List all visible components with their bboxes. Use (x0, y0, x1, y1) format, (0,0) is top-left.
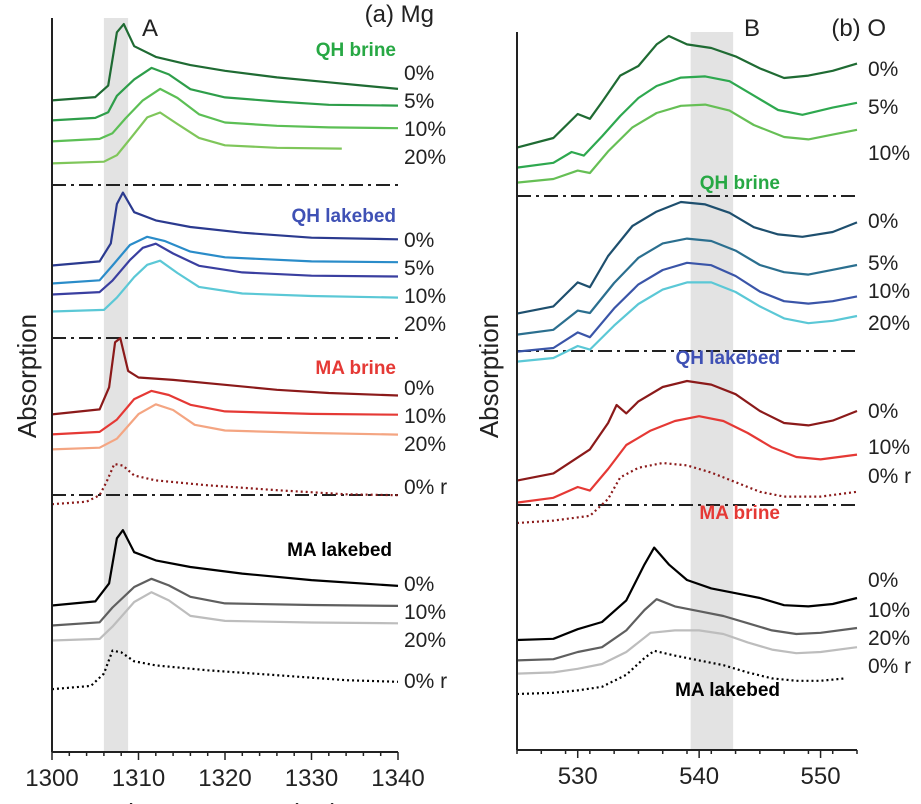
band-label: B (744, 15, 760, 42)
group-label: QH brine (700, 173, 780, 194)
spectrum-line (51, 403, 399, 451)
series-label: 0% (868, 569, 898, 592)
series-label: 5% (404, 257, 434, 280)
series-label: 0% (404, 377, 434, 400)
spectrum-line (516, 629, 858, 675)
series-label: 5% (404, 90, 434, 113)
series-label: 20% (868, 312, 910, 335)
spectrum-line (51, 242, 399, 296)
spectrum-line (516, 461, 858, 525)
series-label: 10% (404, 285, 446, 308)
x-tick-label: 1310 (112, 765, 165, 792)
series-label: 0% (404, 573, 434, 596)
spectrum-line (51, 259, 399, 313)
spectrum-line (516, 598, 858, 662)
series-label: 5% (868, 252, 898, 275)
spectrum-line (51, 462, 399, 506)
group-label: MA lakebed (675, 680, 780, 701)
group-label: QH lakebed (291, 206, 396, 227)
spectrum-line (516, 34, 858, 149)
group-label: QH lakebed (675, 348, 780, 369)
series-label: 20% (404, 629, 446, 652)
spectrum-line (51, 577, 399, 627)
series-label: 0% (404, 62, 434, 85)
group-label: MA brine (315, 358, 396, 379)
series-label: 10% (404, 601, 446, 624)
spectrum-line (51, 649, 399, 691)
series-label: 0% r (404, 476, 447, 499)
spectrum-line (51, 591, 399, 642)
x-tick-label: 550 (801, 763, 841, 790)
spectrum-line (51, 389, 399, 436)
series-label: 20% (404, 313, 446, 336)
series-label: 0% (404, 229, 434, 252)
spectrum-line (51, 191, 399, 267)
x-tick-label: 530 (558, 763, 598, 790)
panel-a-mg: 0% 5% 10% 20% QH brine 0% 5% 10% 20% QH lakebed 0%… (12, 1, 447, 804)
panel-label: (a) Mg (365, 1, 434, 28)
spectrum-line (51, 66, 399, 122)
x-tick-label: 1320 (198, 765, 251, 792)
spectrum-line (516, 200, 858, 315)
spectrum-line (516, 237, 858, 336)
series-label: 20% (404, 433, 446, 456)
x-axis-title: Photon Energy (eV) (573, 800, 801, 804)
spectrum-line (51, 111, 342, 165)
series-label: 10% (404, 405, 446, 428)
spectrum-line (51, 529, 399, 607)
series-label: 20% (404, 146, 446, 169)
series-label: 0% (868, 58, 898, 81)
spectrum-line (516, 546, 858, 642)
x-tick-label: 540 (679, 763, 719, 790)
panel-label: (b) O (831, 15, 886, 42)
y-axis-title: Absorption (12, 314, 42, 438)
spectrum-line (516, 415, 858, 504)
series-label: 10% (868, 142, 910, 165)
spectrum-line (516, 281, 858, 363)
spectrum-line (516, 75, 858, 169)
y-axis-title: Absorption (474, 314, 504, 438)
spectrum-line (51, 87, 399, 143)
x-tick-label: 1300 (25, 765, 78, 792)
series-label: 5% (868, 96, 898, 119)
band-label: A (142, 15, 158, 42)
x-tick-label: 1330 (285, 765, 338, 792)
series-label: 10% (868, 280, 910, 303)
group-label: QH brine (316, 40, 396, 61)
x-tick-label: 1340 (371, 765, 424, 792)
spectrum-line (516, 379, 858, 482)
group-label: MA brine (699, 503, 780, 524)
spectrum-line (516, 649, 846, 696)
group-label: MA lakebed (287, 540, 392, 561)
spectrum-line (516, 103, 858, 184)
spectrum-line (51, 337, 399, 416)
spectrum-line (51, 23, 399, 102)
series-label: 0% r (404, 670, 447, 693)
series-label: 10% (868, 436, 910, 459)
spectrum-line (516, 261, 858, 353)
series-label: 0% (868, 400, 898, 423)
series-label: 10% (868, 599, 910, 622)
spectrum-line (51, 235, 399, 285)
series-label: 0% (868, 210, 898, 233)
panel-b-o: 0% 5% 10% QH brine 0% 5% 10% 20% QH lakebed 0% 10%… (474, 15, 911, 804)
series-label: 0% r (868, 655, 911, 678)
x-axis-title: Photon Energy (eV) (111, 798, 339, 804)
series-label: 0% r (868, 465, 911, 488)
series-label: 10% (404, 118, 446, 141)
series-label: 20% (868, 627, 910, 650)
